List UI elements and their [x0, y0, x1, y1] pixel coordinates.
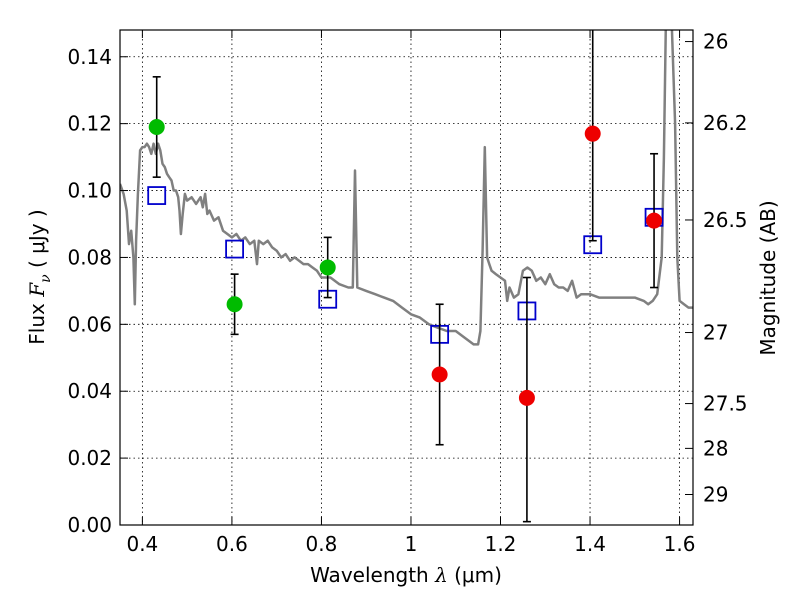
y-tick-label: 0.14 — [67, 45, 112, 69]
y2-tick-label: 27.5 — [703, 392, 748, 416]
photometry-point — [646, 212, 663, 229]
model-spectrum — [120, 30, 693, 346]
y2-axis-ticks: 26 26.2 26.5 27 27.5 28 29 — [685, 30, 748, 506]
photometry-point — [226, 296, 243, 313]
model-spectrum-line — [120, 30, 693, 346]
y2-tick-label: 26 — [703, 30, 728, 54]
y-tick-label: 0.08 — [67, 245, 112, 269]
y-tick-label: 0.12 — [67, 112, 112, 136]
y2-tick-label: 26.5 — [703, 208, 748, 232]
y-tick-label: 0.06 — [67, 312, 112, 336]
photometry-point — [584, 125, 601, 142]
y-axis-label: Flux Fν ( μJy ) — [25, 209, 54, 344]
x-tick-label: 1.2 — [485, 532, 517, 556]
x-tick-label: 1.6 — [664, 532, 696, 556]
x-tick-label: 0.6 — [216, 532, 248, 556]
y-tick-label: 0.02 — [67, 446, 112, 470]
error-bars — [152, 30, 659, 523]
y-axis-ticks: 0.00 0.02 0.04 0.06 0.08 0.10 0.12 0.14 — [67, 45, 128, 537]
model-photometry-square — [225, 239, 245, 259]
x-axis-ticks: 0.4 0.6 0.8 1 1.2 1.4 1.6 — [126, 30, 695, 556]
x-tick-label: 1 — [405, 532, 418, 556]
y2-tick-label: 28 — [703, 436, 728, 460]
x-tick-label: 0.4 — [126, 532, 158, 556]
x-axis-label: Wavelength λ (μm) — [310, 563, 502, 587]
x-tick-label: 1.4 — [574, 532, 606, 556]
photometry-point — [319, 259, 336, 276]
model-photometry-square — [147, 186, 167, 205]
y2-tick-label: 26.2 — [703, 111, 748, 135]
plot-frame — [119, 29, 694, 526]
y-tick-label: 0.00 — [67, 513, 112, 537]
photometry-point — [518, 389, 535, 406]
photometry-points — [148, 118, 663, 406]
model-photometry-markers — [147, 186, 664, 344]
y-tick-label: 0.04 — [67, 379, 112, 403]
y2-tick-label: 29 — [703, 482, 728, 506]
photometry-point — [148, 118, 165, 135]
y2-axis-label: Magnitude (AB) — [756, 200, 780, 355]
grid — [120, 30, 693, 526]
y-tick-label: 0.10 — [67, 179, 112, 203]
photometry-point — [431, 366, 448, 383]
y2-tick-label: 27 — [703, 321, 728, 345]
x-tick-label: 0.8 — [306, 532, 338, 556]
